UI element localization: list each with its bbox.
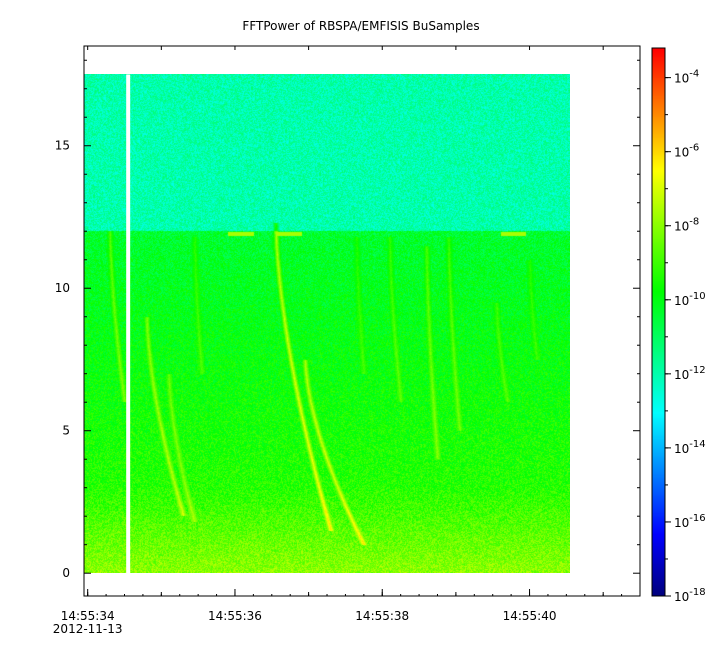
y-tick-label: 5 [62,424,70,438]
y-tick-label: 10 [55,281,70,295]
colorbar-tick-label: 10-8 [674,217,699,234]
colorbar-tick-label: 10-10 [674,291,706,308]
y-tick-label: 15 [55,139,70,153]
x-tick-label: 14:55:40 [503,609,557,623]
y-tick-label: 0 [62,566,70,580]
colorbar-tick-label: 10-16 [674,513,706,530]
x-tick-label: 14:55:38 [355,609,409,623]
x-date-label: 2012-11-13 [53,622,123,636]
colorbar-axis: 10-18 10-16 10-14 10-12 10-10 10-8 10-6 10-4 [665,69,706,604]
x-tick-label: 14:55:36 [208,609,262,623]
data-gap [126,74,131,574]
x-axis: 14:55:34 14:55:36 14:55:38 14:55:40 2012-11-… [53,46,641,636]
colorbar: 10-18 10-16 10-14 10-12 10-10 10-8 10-6 10-4 [651,47,706,604]
colorbar-tick-label: 10-12 [674,365,706,382]
colorbar-tick-label: 10-4 [674,69,699,86]
colorbar-gradient [652,48,665,596]
colorbar-frame [651,47,666,597]
y-axis: 0 5 10 15 [55,59,640,580]
x-tick-label: 14:55:34 [61,609,115,623]
spectrogram-image [84,74,570,573]
colorbar-tick-label: 10-14 [674,439,706,456]
plot-area: 0 5 10 15 14:55:34 14:55:36 14:55:38 14:55:40 2… [53,45,641,636]
colorbar-tick-label: 10-18 [674,587,706,604]
chart-title: FFTPower of RBSPA/EMFISIS BuSamples [242,19,479,33]
colorbar-tick-label: 10-6 [674,143,699,160]
plot-frame [83,45,641,597]
